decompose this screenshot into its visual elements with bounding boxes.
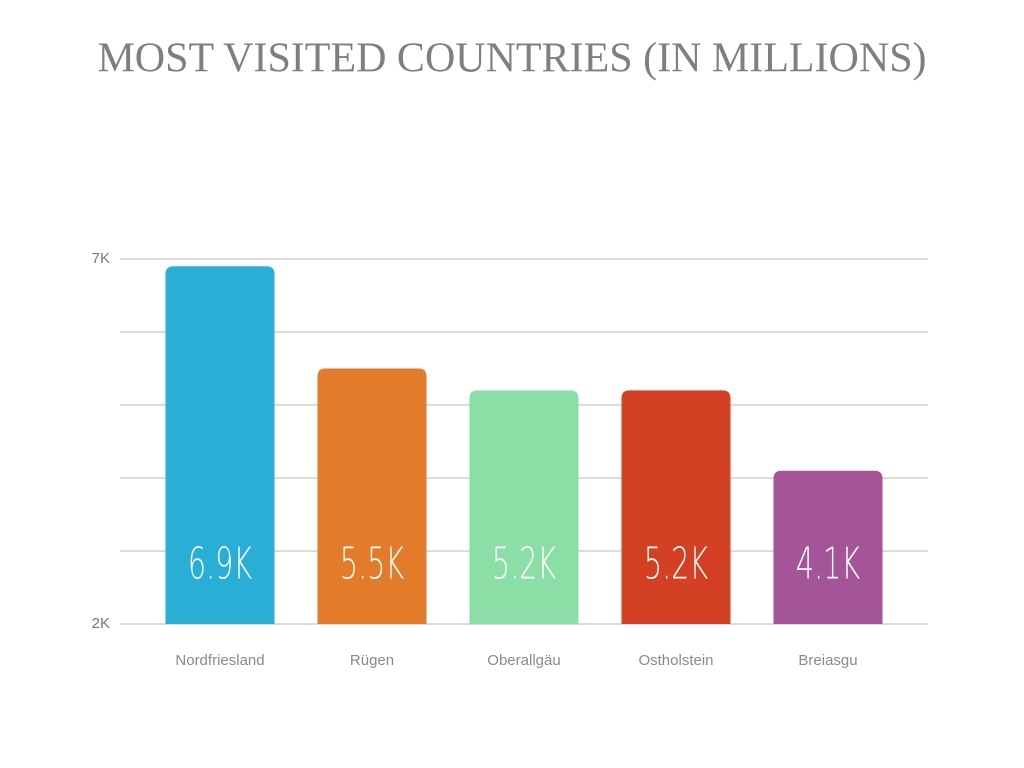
x-tick-label: Oberallgäu [487, 652, 560, 669]
x-tick-label: Rügen [350, 652, 394, 669]
value-label: 5.2K [644, 538, 708, 589]
value-label: 5.2K [492, 538, 556, 589]
bar [773, 470, 883, 624]
value-label: 5.5K [340, 538, 404, 589]
x-tick-label: Nordfriesland [175, 652, 264, 669]
y-tick-label: 7K [92, 250, 110, 267]
bar [165, 266, 275, 624]
y-tick-label: 2K [92, 615, 110, 632]
x-tick-label: Ostholstein [638, 652, 713, 669]
value-label: 6.9K [188, 538, 252, 589]
x-tick-label: Breiasgu [798, 652, 857, 669]
bar [621, 390, 731, 624]
bar [317, 368, 427, 624]
bar [469, 390, 579, 624]
value-label: 4.1K [796, 538, 860, 589]
chart-title: MOST VISITED COUNTRIES (IN MILLIONS) [97, 36, 926, 82]
